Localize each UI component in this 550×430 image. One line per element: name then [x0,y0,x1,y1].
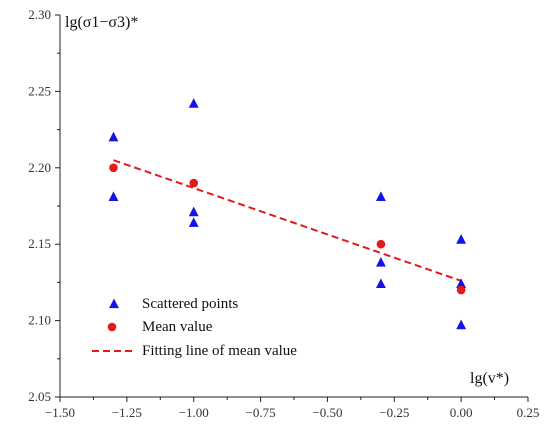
y-axis-title: lg(σ1−σ3)* [65,14,138,31]
y-ticks: 2.05 2.10 2.15 2.20 2.25 2.30 [28,7,60,404]
legend-circle-marker [107,322,117,332]
legend-item-scattered-points: Scattered points [109,296,238,312]
x-tick-label: −1.00 [179,405,209,420]
legend-item-mean-value: Mean value [107,319,213,335]
scatter-point [375,191,386,201]
mean-point [376,239,386,249]
series-layer [108,98,467,330]
scattered-points-series [108,98,467,330]
x-tick-label: 0.00 [450,405,473,420]
x-tick-label: −0.75 [246,405,276,420]
x-axis-title: lg(v*) [470,370,509,387]
y-tick-label: 2.10 [28,313,51,328]
scatter-point [108,191,119,201]
scatter-point [375,257,386,267]
scatter-point [188,98,199,108]
scatter-point [456,278,467,289]
scatter-point [375,278,386,289]
axes: −1.50 −1.25 −1.00 −0.75 −0.50 −0.25 0.00 0.25 2… [28,7,539,420]
x-tick-label: −1.25 [112,405,142,420]
scatter-point [188,217,199,227]
fitting-line-series [113,159,462,282]
y-tick-label: 2.30 [28,7,51,22]
legend-label-fitting-line: Fitting line of mean value [142,343,297,359]
fitting-line [113,159,462,282]
y-tick-label: 2.20 [28,160,51,175]
legend-item-fitting-line: Fitting line of mean value [92,343,297,359]
mean-value-series [109,163,466,295]
x-tick-label: 0.25 [517,405,540,420]
x-tick-label: −0.25 [379,405,409,420]
legend: Scattered points Mean value Fitting line… [92,296,297,359]
x-ticks: −1.50 −1.25 −1.00 −0.75 −0.50 −0.25 0.00 0.25 [45,397,539,420]
y-tick-label: 2.15 [28,236,51,251]
mean-point [189,178,199,188]
x-tick-label: −1.50 [45,405,75,420]
scatter-point [108,131,119,142]
mean-point [456,285,466,295]
y-tick-label: 2.05 [28,389,51,404]
scatter-point [456,234,467,244]
mean-point [109,163,118,173]
legend-label-scattered-points: Scattered points [142,296,238,312]
x-tick-label: −0.50 [312,405,342,420]
scatter-point [188,206,199,217]
y-tick-label: 2.25 [28,83,51,98]
scatter-point [456,319,467,330]
legend-triangle-marker [109,298,119,309]
legend-label-mean-value: Mean value [142,319,213,335]
